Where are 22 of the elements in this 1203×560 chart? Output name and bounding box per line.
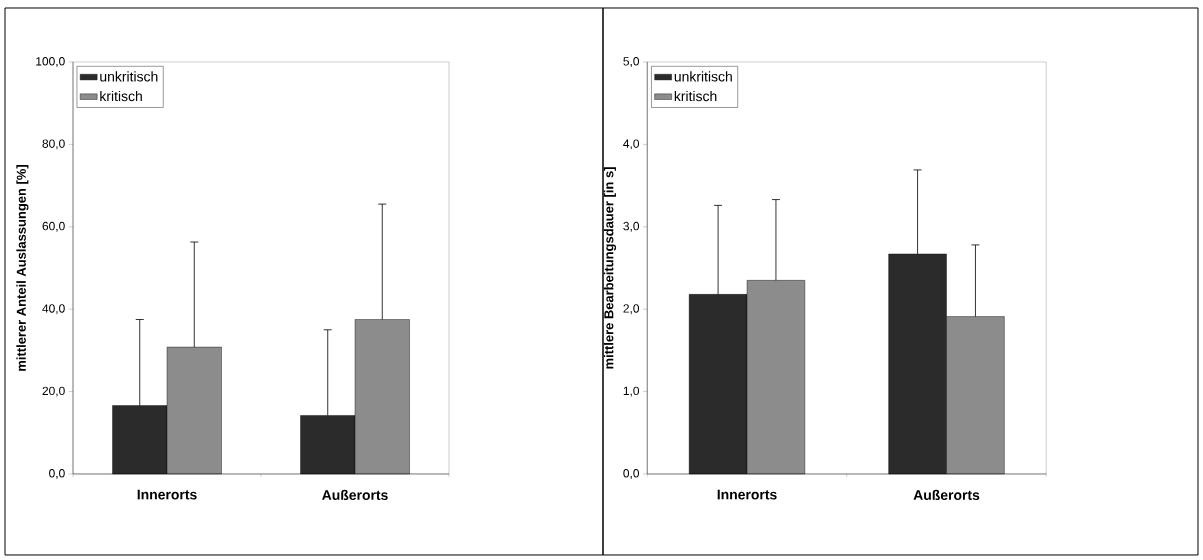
- y-tick-label: 1,0: [623, 386, 640, 397]
- y-tick-label: 40,0: [42, 304, 65, 315]
- y-tick-label: 0,0: [623, 469, 640, 479]
- y-tick-label: 20,0: [42, 386, 65, 397]
- y-axis-title: mittlere Bearbeitungsdauer [in s]: [603, 167, 617, 369]
- x-tick-label: Außerorts: [322, 489, 388, 500]
- x-tick-label: Innerorts: [137, 489, 197, 500]
- y-tick-label: 2,0: [623, 304, 640, 315]
- y-tick-label: 100,0: [36, 57, 65, 67]
- y-tick-label: 0,0: [49, 469, 65, 479]
- x-tick-label: Innerorts: [717, 489, 777, 500]
- y-tick-label: 60,0: [42, 221, 65, 232]
- y-tick-label: 4,0: [623, 139, 640, 150]
- y-axis-title: mittlerer Anteil Auslassungen [%]: [16, 165, 29, 371]
- y-tick-label: 5,0: [623, 57, 640, 67]
- y-tick-label: 3,0: [623, 221, 640, 232]
- legend-label: kritisch: [674, 90, 717, 102]
- y-tick-label: 80,0: [42, 139, 65, 150]
- x-tick-label: Außerorts: [913, 489, 980, 500]
- legend-label: kritisch: [100, 90, 142, 102]
- legend-label: unkritisch: [100, 71, 158, 82]
- legend-label: unkritisch: [674, 71, 732, 82]
